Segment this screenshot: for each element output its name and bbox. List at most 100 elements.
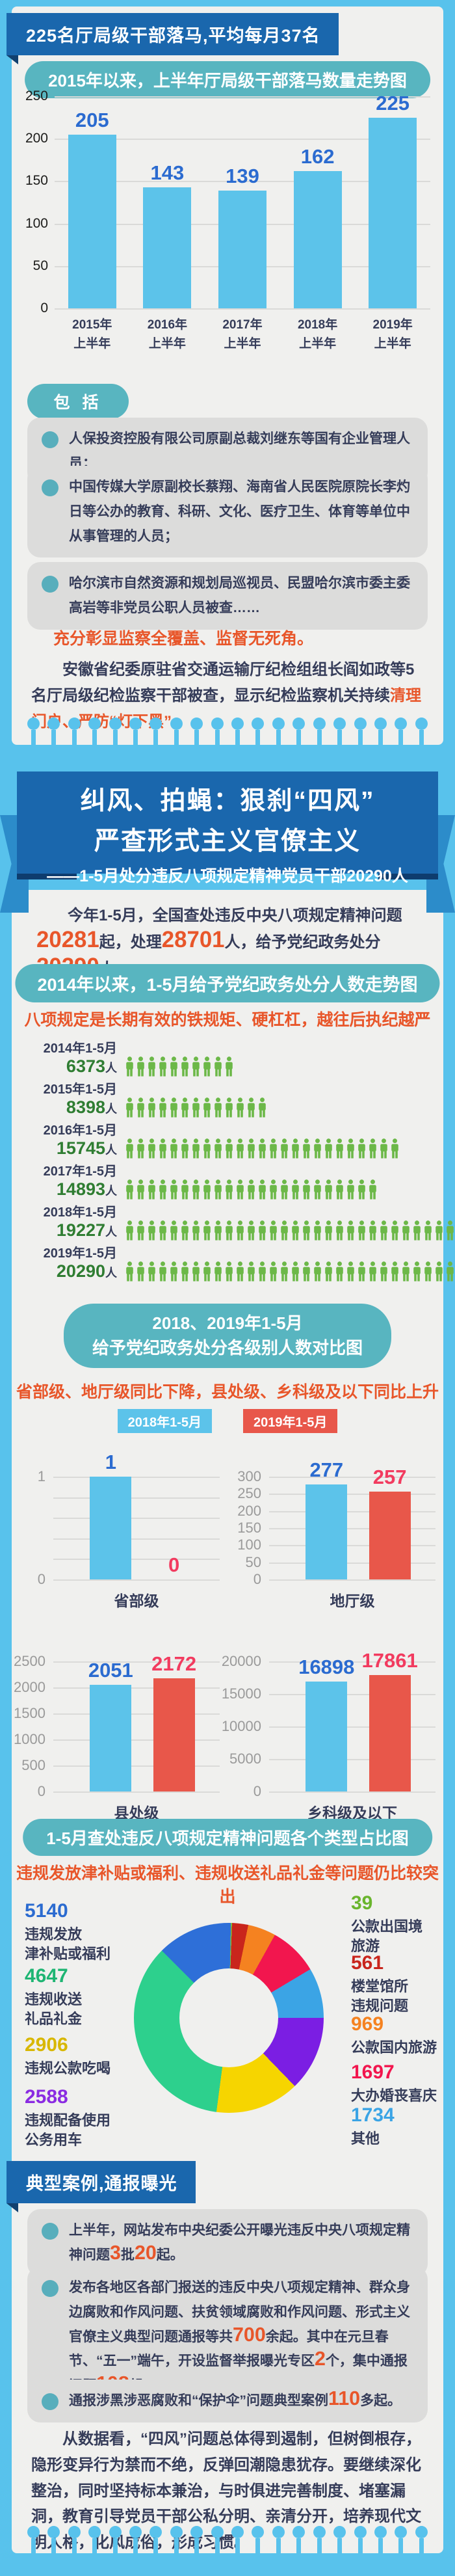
- donut-legend-label: 其他: [351, 2130, 380, 2147]
- gridline: 300: [237, 1468, 436, 1484]
- gridline: 100: [237, 1536, 436, 1553]
- y-tick-label: 300: [237, 1468, 261, 1484]
- donut-note: 违规发放津补贴或福利、违规收送礼品礼金等问题仍比较突出: [16, 1864, 439, 1906]
- person-icon: [170, 1138, 177, 1159]
- person-icon: [358, 1179, 365, 1200]
- y-tick-label: 0: [253, 1783, 261, 1799]
- bar-value-label: 139: [226, 164, 259, 187]
- pictogram-row: 2019年1-5月 20290人: [25, 1241, 454, 1281]
- gridline: 250: [237, 1485, 436, 1501]
- category-labels: 2015年 上半年 2016年 上半年 2017年 上半年 2018年 上半年 2019年 上半年: [55, 316, 430, 353]
- person-icon: [192, 1097, 200, 1118]
- fringe-pin-icon: [395, 2526, 408, 2553]
- y-tick-label: 50: [32, 258, 48, 273]
- y-tick-label: 50: [245, 1553, 261, 1570]
- donut-legend-value: 39: [351, 1892, 373, 1914]
- bar-value-label: 2051: [88, 1658, 133, 1682]
- bar: 225: [369, 92, 417, 308]
- fringe-pin-icon: [272, 2526, 285, 2553]
- pictogram-row: 2014年1-5月 6373人: [25, 1036, 437, 1077]
- person-icon: [336, 1261, 343, 1281]
- bar-value-label: 0: [168, 1553, 180, 1576]
- y-tick-label: 150: [237, 1520, 261, 1536]
- donut-legend-label: 违规配备使用 公务用车: [25, 2112, 111, 2148]
- fringe-pin-icon: [150, 718, 162, 745]
- pictogram-icons: [125, 1261, 455, 1281]
- person-icon: [424, 1261, 432, 1281]
- person-icon: [214, 1179, 222, 1200]
- donut-legend-item: 4647 违规收送 礼品礼金: [25, 1963, 82, 2028]
- person-icon: [303, 1261, 310, 1281]
- case-bullet: 哈尔滨市自然资源和规划局巡视员、民盟哈尔滨市委主委高岩等非党员公职人员被查……: [27, 562, 428, 630]
- person-icon: [248, 1220, 255, 1241]
- donut-legend-item: 969 公款国内旅游: [351, 2011, 437, 2058]
- person-icon: [137, 1261, 144, 1281]
- y-tick-label: 2000: [14, 1679, 46, 1695]
- fringe-pin-icon: [415, 718, 428, 745]
- person-icon: [159, 1261, 166, 1281]
- gridline: [53, 1518, 220, 1520]
- person-icon: [192, 1220, 200, 1241]
- fringe-pin-icon: [68, 2526, 81, 2553]
- gridline: 0: [38, 1783, 220, 1799]
- person-icon: [214, 1097, 222, 1118]
- person-icon: [347, 1179, 354, 1200]
- donut-chart-problem-types: 5140 违规发放 津补贴或福利 39 公款出国境 旅游 561 楼堂馆所 违规问题 …: [12, 1890, 443, 2164]
- fringe-pin-icon: [211, 2526, 224, 2553]
- donut-legend-value: 2588: [25, 2086, 68, 2108]
- person-icon: [303, 1179, 310, 1200]
- person-icon: [292, 1138, 299, 1159]
- person-icon: [126, 1261, 133, 1281]
- y-tick-label: 0: [40, 301, 48, 315]
- fringe-pin-icon: [374, 718, 387, 745]
- category-label: 2016年 上半年: [147, 318, 188, 351]
- fringe-pin-icon: [27, 718, 40, 745]
- person-icon: [380, 1138, 387, 1159]
- donut-legend-label: 公款出国境 旅游: [351, 1918, 423, 1954]
- pictogram-row-label: 2018年1-5月 19227人: [43, 1205, 117, 1240]
- banner-subtitle: ——1-5月处分违反八项规定精神党员干部20290人: [47, 867, 408, 885]
- gridline: 50: [246, 1554, 436, 1570]
- fringe-pin-icon: [190, 2526, 203, 2553]
- exposure-bullet-text: 通报涉黑涉恶腐败和“保护伞”问题典型案例110多起。: [69, 2387, 402, 2409]
- person-icon: [314, 1179, 321, 1200]
- person-icon: [137, 1056, 144, 1077]
- donut-legend-item: 1697 大办婚丧喜庆: [351, 2059, 437, 2106]
- person-icon: [226, 1138, 233, 1159]
- person-icon: [402, 1220, 410, 1241]
- compare-title-pill: 2018、2019年1-5月 给予党纪政务处分各级别人数对比图: [63, 1304, 392, 1369]
- person-icon: [226, 1097, 233, 1118]
- donut-legend-item: 5140 违规发放 津补贴或福利: [25, 1898, 110, 1963]
- bar: 277: [306, 1458, 348, 1579]
- case-bullet-text: 哈尔滨市自然资源和规划局巡视员、民盟哈尔滨市委主委高岩等非党员公职人员被查……: [69, 576, 410, 615]
- person-icon: [380, 1220, 387, 1241]
- gridline: 20000: [222, 1653, 436, 1669]
- compare-legend: 2018年1-5月 2019年1-5月: [12, 1409, 443, 1433]
- fringe-pin-icon: [170, 2526, 183, 2553]
- bar: 143: [143, 161, 192, 308]
- gridline: 200: [25, 131, 430, 146]
- person-icon: [192, 1261, 200, 1281]
- y-tick-label: 200: [25, 131, 48, 146]
- donut-hole: [179, 1968, 278, 2067]
- gridline: 500: [21, 1757, 220, 1773]
- y-tick-label: 100: [237, 1536, 261, 1553]
- donut-legend-label: 违规收送 礼品礼金: [25, 1991, 83, 2027]
- person-icon: [447, 1220, 454, 1241]
- panel-fallen-officials: 2015年以来，上半年厅局级干部落马数量走势图 250 200 150 100 50 0 …: [12, 7, 443, 745]
- compare-title-line2: 给予党纪政务处分各级别人数对比图: [92, 1337, 363, 1358]
- y-tick-label: 20000: [221, 1653, 261, 1669]
- bar-value-label: 257: [372, 1465, 407, 1488]
- y-tick-label: 2500: [14, 1653, 46, 1669]
- pictogram-row-label: 2019年1-5月 20290人: [43, 1246, 117, 1281]
- bar: 257: [369, 1466, 411, 1579]
- pictogram-title-pill: 2014年以来，1-5月给予党纪政务处分人数走势图: [15, 964, 440, 1002]
- person-icon: [314, 1138, 321, 1159]
- case-bullet-text: 中国传媒大学原副校长蔡翔、海南省人民医院原院长李灼日等公办的教育、科研、文化、医…: [69, 479, 410, 544]
- person-icon: [226, 1220, 233, 1241]
- legend-chip: 2018年1-5月: [117, 1409, 212, 1433]
- person-icon: [203, 1261, 211, 1281]
- person-icon: [237, 1097, 244, 1118]
- donut-legend-item: 39 公款出国境 旅游: [351, 1890, 422, 1955]
- bar-value-label: 143: [150, 161, 185, 184]
